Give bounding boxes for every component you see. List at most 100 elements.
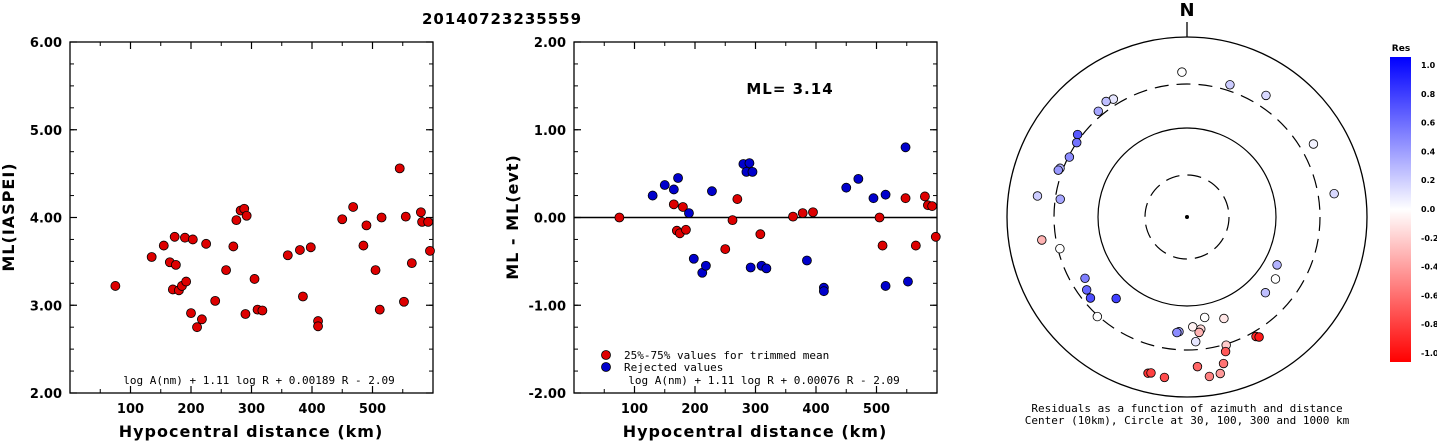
colorbar-tick-label: -0.6: [1421, 291, 1437, 300]
colorbar-tick-label: 1.0: [1421, 61, 1436, 70]
rejected-residual-point: [853, 173, 864, 184]
ml-point: [415, 207, 426, 218]
station-residual-point: [1254, 332, 1264, 342]
station-residual-point: [1270, 274, 1281, 284]
legend-rejected-label: Rejected values: [624, 361, 723, 374]
ml-point: [180, 232, 190, 243]
y-tick-label: 1.00: [534, 124, 566, 139]
x-tick-label: 400: [298, 402, 325, 417]
ml-point: [231, 215, 242, 226]
station-residual-point: [1329, 188, 1339, 199]
ring-30km: [1144, 174, 1230, 260]
station-residual-point: [1204, 371, 1215, 382]
x-tick-label: 200: [177, 402, 204, 417]
ml-point: [158, 240, 169, 251]
legend-accepted-label: 25%-75% values for trimmed mean: [624, 349, 829, 362]
ml-point: [376, 212, 387, 223]
polar-caption-line1: Residuals as a function of azimuth and d…: [1031, 402, 1342, 415]
accepted-residual-point: [755, 229, 766, 240]
station-residual-point: [1081, 285, 1092, 295]
ml-point: [196, 314, 207, 325]
ml-point: [257, 305, 268, 316]
station-residual-point: [1032, 191, 1043, 201]
azimuth-residual-chart: N Residuals as a function of azimuth and…: [1006, 0, 1368, 427]
station-residual-point: [1064, 152, 1075, 162]
accepted-residual-point: [720, 244, 731, 254]
colorbar-ticks: 1.0 0.8 0.6 0.4 0.2 0.0 -0.2 -0.4 -0.6 -0.8 -1.0: [1421, 61, 1437, 358]
ml-point: [249, 274, 260, 284]
station-residual-point: [1192, 361, 1203, 372]
rejected-residual-point: [684, 208, 694, 219]
station-residual-point: [1085, 293, 1096, 303]
ml-point: [406, 258, 417, 269]
x-tick-label: 500: [359, 402, 386, 417]
rejected-residual-point: [688, 253, 699, 264]
ml-point: [110, 281, 121, 291]
y-tick-label: 6.00: [30, 36, 62, 51]
rejected-residual-point: [900, 142, 911, 153]
station-residual-point: [1200, 312, 1210, 323]
ml-point: [423, 216, 434, 227]
event-id-title: 20140723235559: [422, 10, 582, 28]
y-tick-label: 5.00: [30, 124, 62, 139]
rejected-residual-point: [659, 180, 670, 190]
x-tick-label: 400: [802, 402, 829, 417]
station-residual-point: [1308, 139, 1319, 149]
station-residual-point: [1159, 372, 1170, 383]
colorbar-tick-label: 0.4: [1421, 147, 1436, 156]
y-tick-label: -1.00: [529, 299, 566, 314]
rejected-residual-point: [903, 276, 913, 287]
chart2-ml-annotation: ML= 3.14: [746, 80, 833, 98]
station-residual-point: [1093, 106, 1103, 116]
chart1-points: [110, 163, 435, 333]
accepted-residual-point: [910, 240, 921, 251]
accepted-residual-point: [732, 194, 743, 204]
rejected-residual-point: [744, 158, 755, 168]
y-tick-label: 4.00: [30, 212, 62, 227]
ml-point: [186, 308, 196, 319]
station-residual-point: [1055, 194, 1065, 204]
accepted-residual-point: [681, 224, 691, 235]
ml-point: [370, 265, 381, 276]
station-residual-point: [1191, 336, 1201, 347]
chart2-points: [614, 142, 941, 297]
station-residual-point: [1111, 293, 1121, 304]
rejected-residual-point: [880, 189, 891, 200]
rejected-residual-point: [802, 255, 812, 266]
rejected-residual-point: [647, 190, 658, 201]
ring-300km: [1053, 83, 1321, 351]
station-residual-point: [1037, 235, 1047, 245]
rejected-residual-point: [868, 193, 879, 204]
accepted-residual-point: [788, 211, 798, 222]
ml-point: [358, 240, 369, 251]
ml-point: [241, 210, 252, 221]
ml-point: [201, 238, 212, 249]
legend-rejected-marker: [601, 362, 611, 372]
x-tick-label: 300: [238, 402, 265, 417]
station-residual-point: [1219, 313, 1229, 324]
colorbar-tick-label: 0.6: [1421, 119, 1436, 128]
ml-point: [240, 309, 251, 319]
station-residual-point: [1177, 67, 1187, 77]
rejected-residual-point: [761, 263, 772, 274]
ring-1000km: [1006, 36, 1368, 398]
ring-100km: [1097, 127, 1277, 307]
station-residual-point: [1080, 273, 1090, 283]
y-tick-label: -2.00: [529, 387, 566, 402]
station-residual-point: [1146, 368, 1156, 378]
ml-point: [394, 163, 405, 174]
colorbar-title: Res: [1392, 44, 1410, 54]
colorbar-tick-label: -0.2: [1421, 234, 1437, 243]
station-residual-point: [1225, 80, 1235, 90]
accepted-residual-point: [900, 193, 911, 204]
ml-point: [348, 202, 359, 212]
station-residual-point: [1072, 129, 1083, 140]
station-residual-point: [1072, 137, 1082, 148]
chart2-formula: log A(nm) + 1.11 log R + 0.00076 R - 2.0…: [628, 374, 900, 387]
x-tick-label: 200: [681, 402, 708, 417]
ml-point: [228, 241, 239, 252]
north-label: N: [1179, 0, 1194, 21]
station-residual-point: [1194, 327, 1204, 338]
colorbar-tick-label: -0.4: [1421, 263, 1437, 272]
